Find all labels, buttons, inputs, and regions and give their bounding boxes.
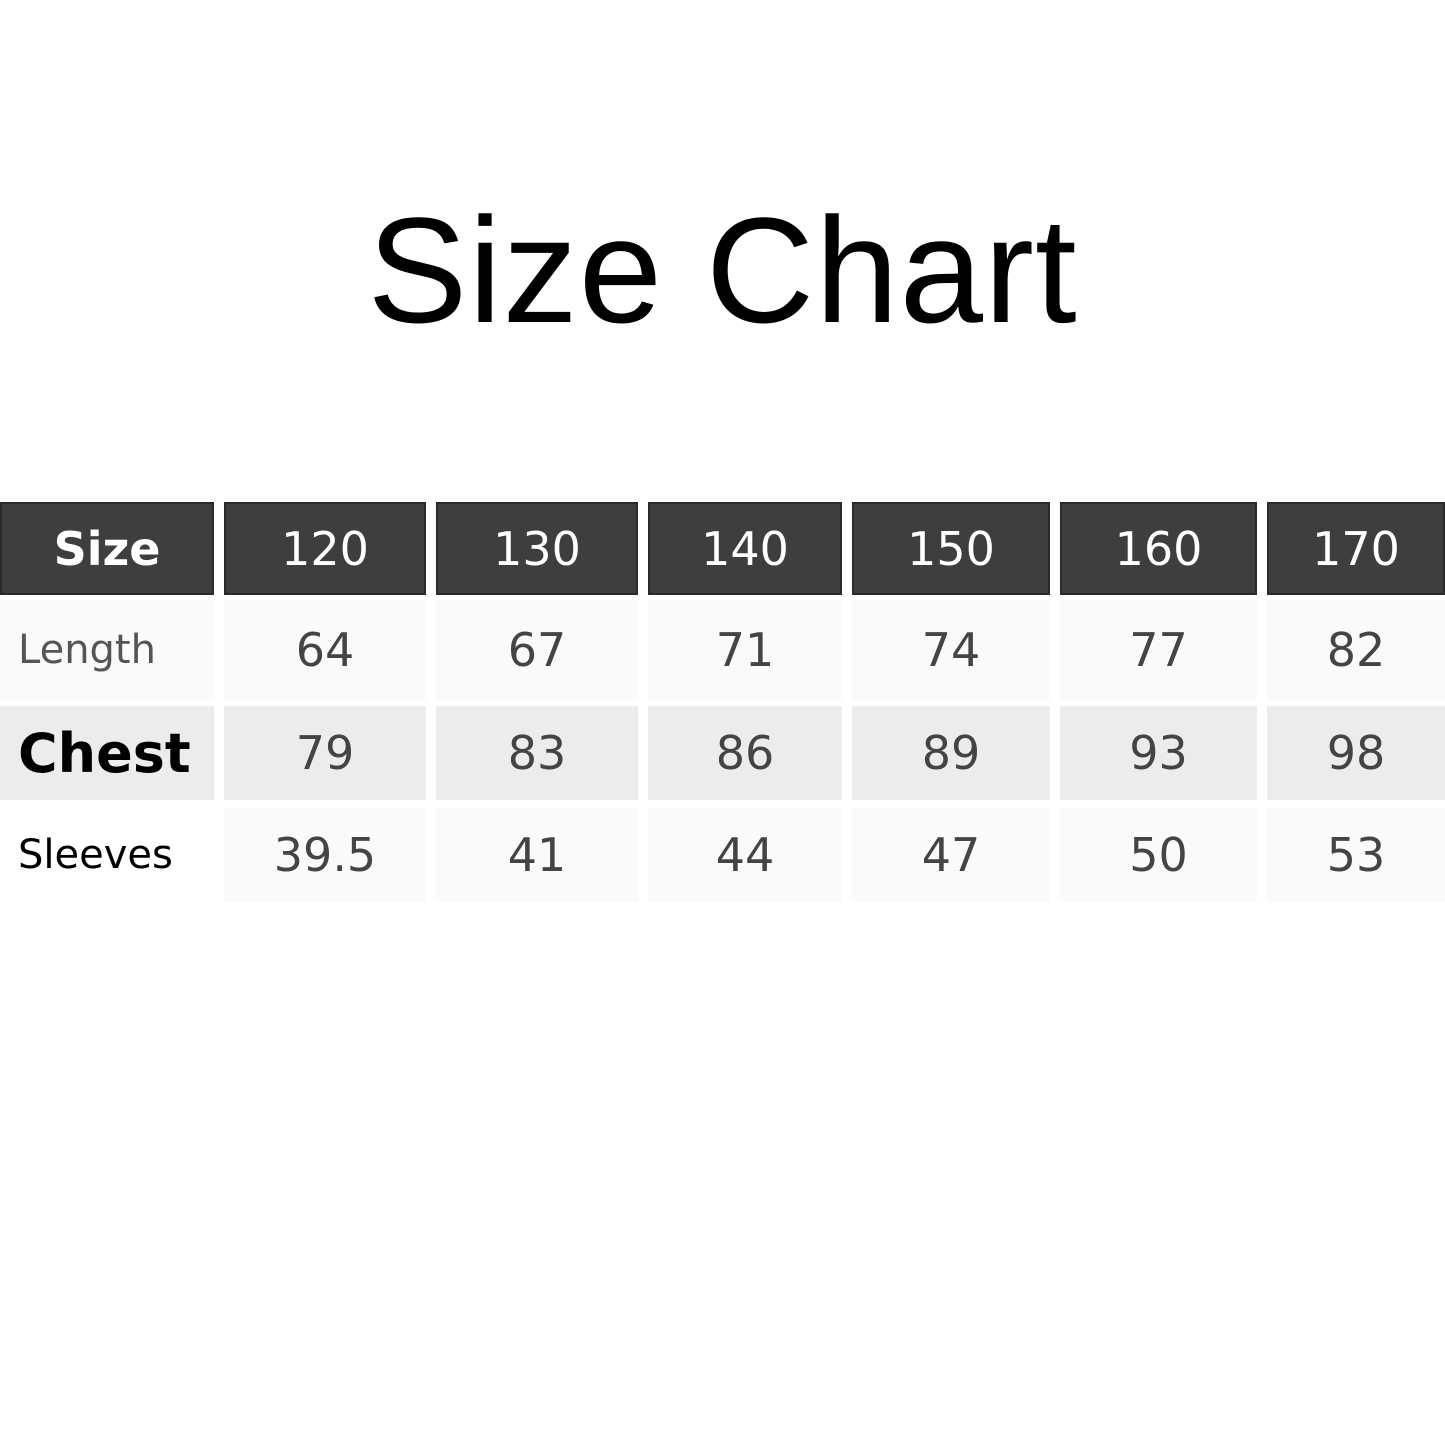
header-row: Size 120 130 140 150 160 170 bbox=[0, 502, 1445, 595]
table-row-length: Length 64 67 71 74 77 82 bbox=[0, 600, 1445, 700]
table-cell: 44 bbox=[648, 808, 842, 902]
row-label: Chest bbox=[0, 706, 214, 800]
header-cell-140: 140 bbox=[648, 502, 842, 595]
table-cell: 47 bbox=[852, 808, 1050, 902]
table-cell: 39.5 bbox=[224, 808, 426, 902]
row-label: Sleeves bbox=[0, 808, 214, 902]
table-cell: 86 bbox=[648, 706, 842, 800]
row-label: Length bbox=[0, 600, 214, 700]
header-cell-160: 160 bbox=[1060, 502, 1257, 595]
table-cell: 77 bbox=[1060, 600, 1257, 700]
table-cell: 41 bbox=[436, 808, 638, 902]
table-cell: 83 bbox=[436, 706, 638, 800]
header-cell-170: 170 bbox=[1267, 502, 1445, 595]
table-cell: 98 bbox=[1267, 706, 1445, 800]
header-cell-size: Size bbox=[0, 502, 214, 595]
table-cell: 89 bbox=[852, 706, 1050, 800]
table-cell: 64 bbox=[224, 600, 426, 700]
table-cell: 53 bbox=[1267, 808, 1445, 902]
table-row-sleeves: Sleeves 39.5 41 44 47 50 53 bbox=[0, 808, 1445, 902]
page-title: Size Chart bbox=[367, 186, 1078, 354]
table-row-chest: Chest 79 83 86 89 93 98 bbox=[0, 706, 1445, 800]
table-cell: 71 bbox=[648, 600, 842, 700]
header-cell-130: 130 bbox=[436, 502, 638, 595]
table-cell: 50 bbox=[1060, 808, 1257, 902]
table-cell: 93 bbox=[1060, 706, 1257, 800]
table-cell: 74 bbox=[852, 600, 1050, 700]
table-cell: 82 bbox=[1267, 600, 1445, 700]
header-cell-120: 120 bbox=[224, 502, 426, 595]
table-cell: 67 bbox=[436, 600, 638, 700]
table-cell: 79 bbox=[224, 706, 426, 800]
header-cell-150: 150 bbox=[852, 502, 1050, 595]
